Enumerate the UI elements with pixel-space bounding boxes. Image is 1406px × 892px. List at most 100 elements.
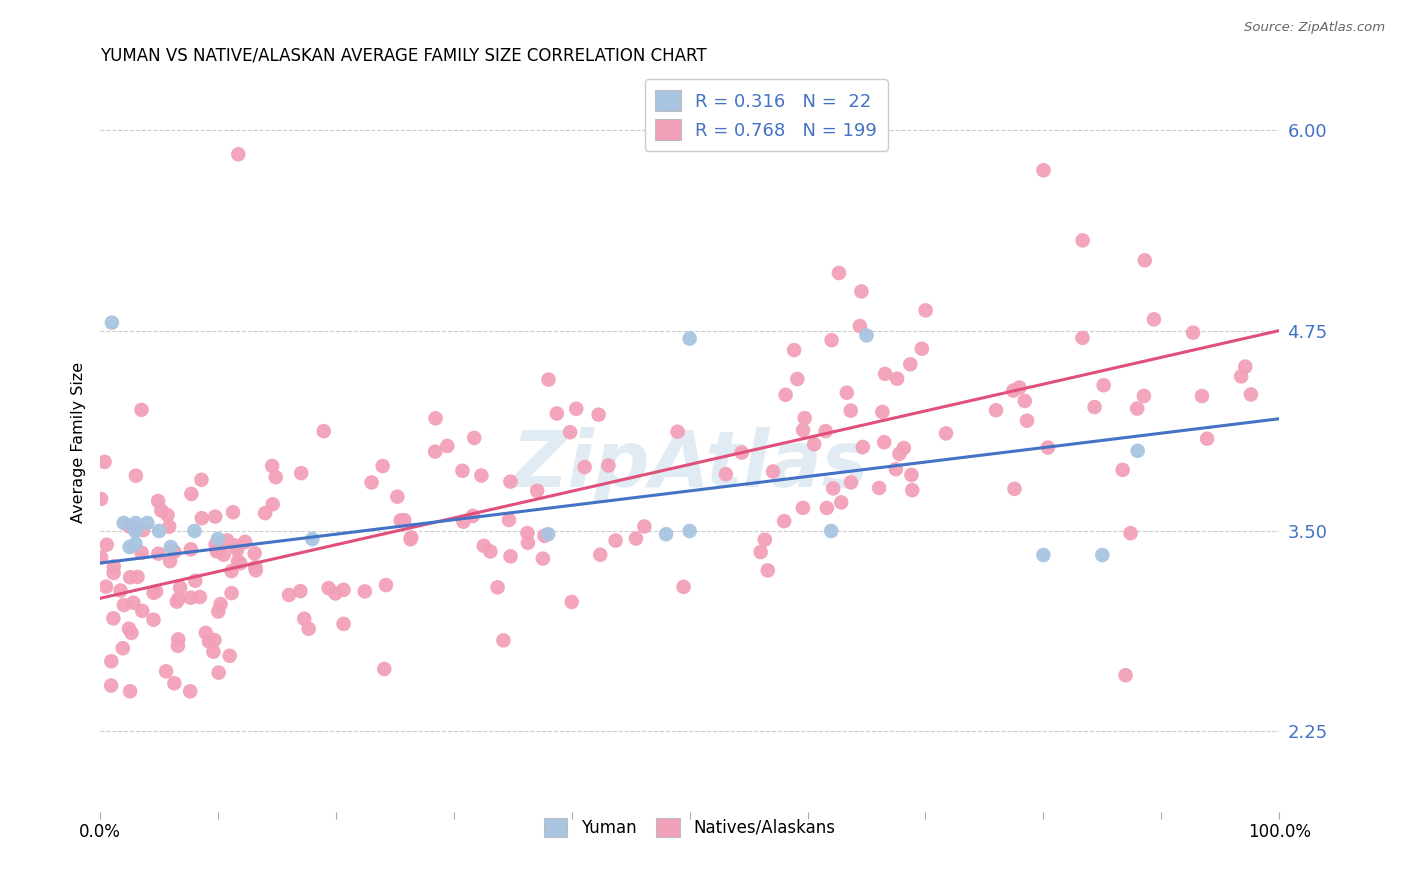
Point	[184, 574, 207, 588]
Point	[558, 425, 581, 440]
Point	[574, 460, 596, 475]
Point	[118, 540, 141, 554]
Point	[492, 633, 515, 648]
Point	[132, 523, 155, 537]
Point	[205, 544, 228, 558]
Point	[793, 411, 815, 425]
Point	[900, 467, 922, 482]
Point	[714, 467, 737, 482]
Point	[373, 662, 395, 676]
Point	[516, 526, 538, 541]
Point	[1119, 526, 1142, 541]
Point	[633, 519, 655, 533]
Point	[233, 534, 256, 549]
Point	[207, 605, 229, 619]
Point	[127, 570, 149, 584]
Point	[605, 533, 627, 548]
Point	[1032, 548, 1054, 562]
Point	[828, 266, 851, 280]
Point	[204, 633, 226, 648]
Point	[851, 285, 873, 299]
Point	[207, 665, 229, 680]
Point	[898, 357, 921, 371]
Point	[814, 424, 837, 438]
Point	[498, 513, 520, 527]
Point	[145, 584, 167, 599]
Point	[839, 475, 862, 490]
Point	[394, 513, 416, 527]
Point	[159, 554, 181, 568]
Point	[245, 560, 267, 574]
Point	[855, 328, 877, 343]
Point	[229, 556, 252, 570]
Point	[221, 586, 243, 600]
Point	[148, 524, 170, 538]
Point	[198, 634, 221, 648]
Point	[101, 316, 124, 330]
Point	[425, 411, 447, 425]
Point	[112, 516, 135, 530]
Point	[589, 548, 612, 562]
Point	[803, 437, 825, 451]
Point	[1008, 380, 1031, 394]
Point	[204, 509, 226, 524]
Point	[1032, 163, 1054, 178]
Point	[120, 570, 142, 584]
Point	[479, 544, 502, 558]
Point	[565, 401, 588, 416]
Point	[1015, 414, 1038, 428]
Point	[1115, 668, 1137, 682]
Point	[136, 516, 159, 530]
Point	[1133, 389, 1156, 403]
Point	[672, 580, 695, 594]
Point	[830, 495, 852, 509]
Point	[399, 531, 422, 545]
Point	[148, 547, 170, 561]
Point	[325, 586, 347, 600]
Point	[1071, 331, 1094, 345]
Point	[222, 505, 245, 519]
Point	[278, 588, 301, 602]
Point	[167, 632, 190, 647]
Point	[873, 435, 896, 450]
Point	[886, 372, 908, 386]
Point	[1111, 463, 1133, 477]
Point	[292, 612, 315, 626]
Point	[124, 524, 146, 538]
Point	[463, 431, 485, 445]
Point	[131, 604, 153, 618]
Point	[100, 654, 122, 668]
Point	[122, 596, 145, 610]
Point	[155, 665, 177, 679]
Point	[756, 563, 779, 577]
Point	[160, 540, 183, 554]
Point	[301, 532, 323, 546]
Point	[180, 487, 202, 501]
Point	[194, 626, 217, 640]
Point	[499, 475, 522, 489]
Point	[1143, 312, 1166, 326]
Point	[1197, 432, 1219, 446]
Point	[264, 470, 287, 484]
Point	[588, 408, 610, 422]
Point	[461, 508, 484, 523]
Point	[889, 447, 911, 461]
Point	[207, 532, 229, 546]
Point	[312, 424, 335, 438]
Point	[387, 490, 409, 504]
Point	[486, 580, 509, 594]
Point	[262, 458, 284, 473]
Point	[290, 584, 312, 599]
Point	[531, 551, 554, 566]
Point	[166, 639, 188, 653]
Point	[775, 388, 797, 402]
Point	[533, 529, 555, 543]
Point	[212, 548, 235, 562]
Point	[157, 519, 180, 533]
Point	[318, 581, 340, 595]
Point	[1014, 393, 1036, 408]
Point	[1191, 389, 1213, 403]
Point	[884, 462, 907, 476]
Point	[207, 543, 229, 558]
Point	[202, 645, 225, 659]
